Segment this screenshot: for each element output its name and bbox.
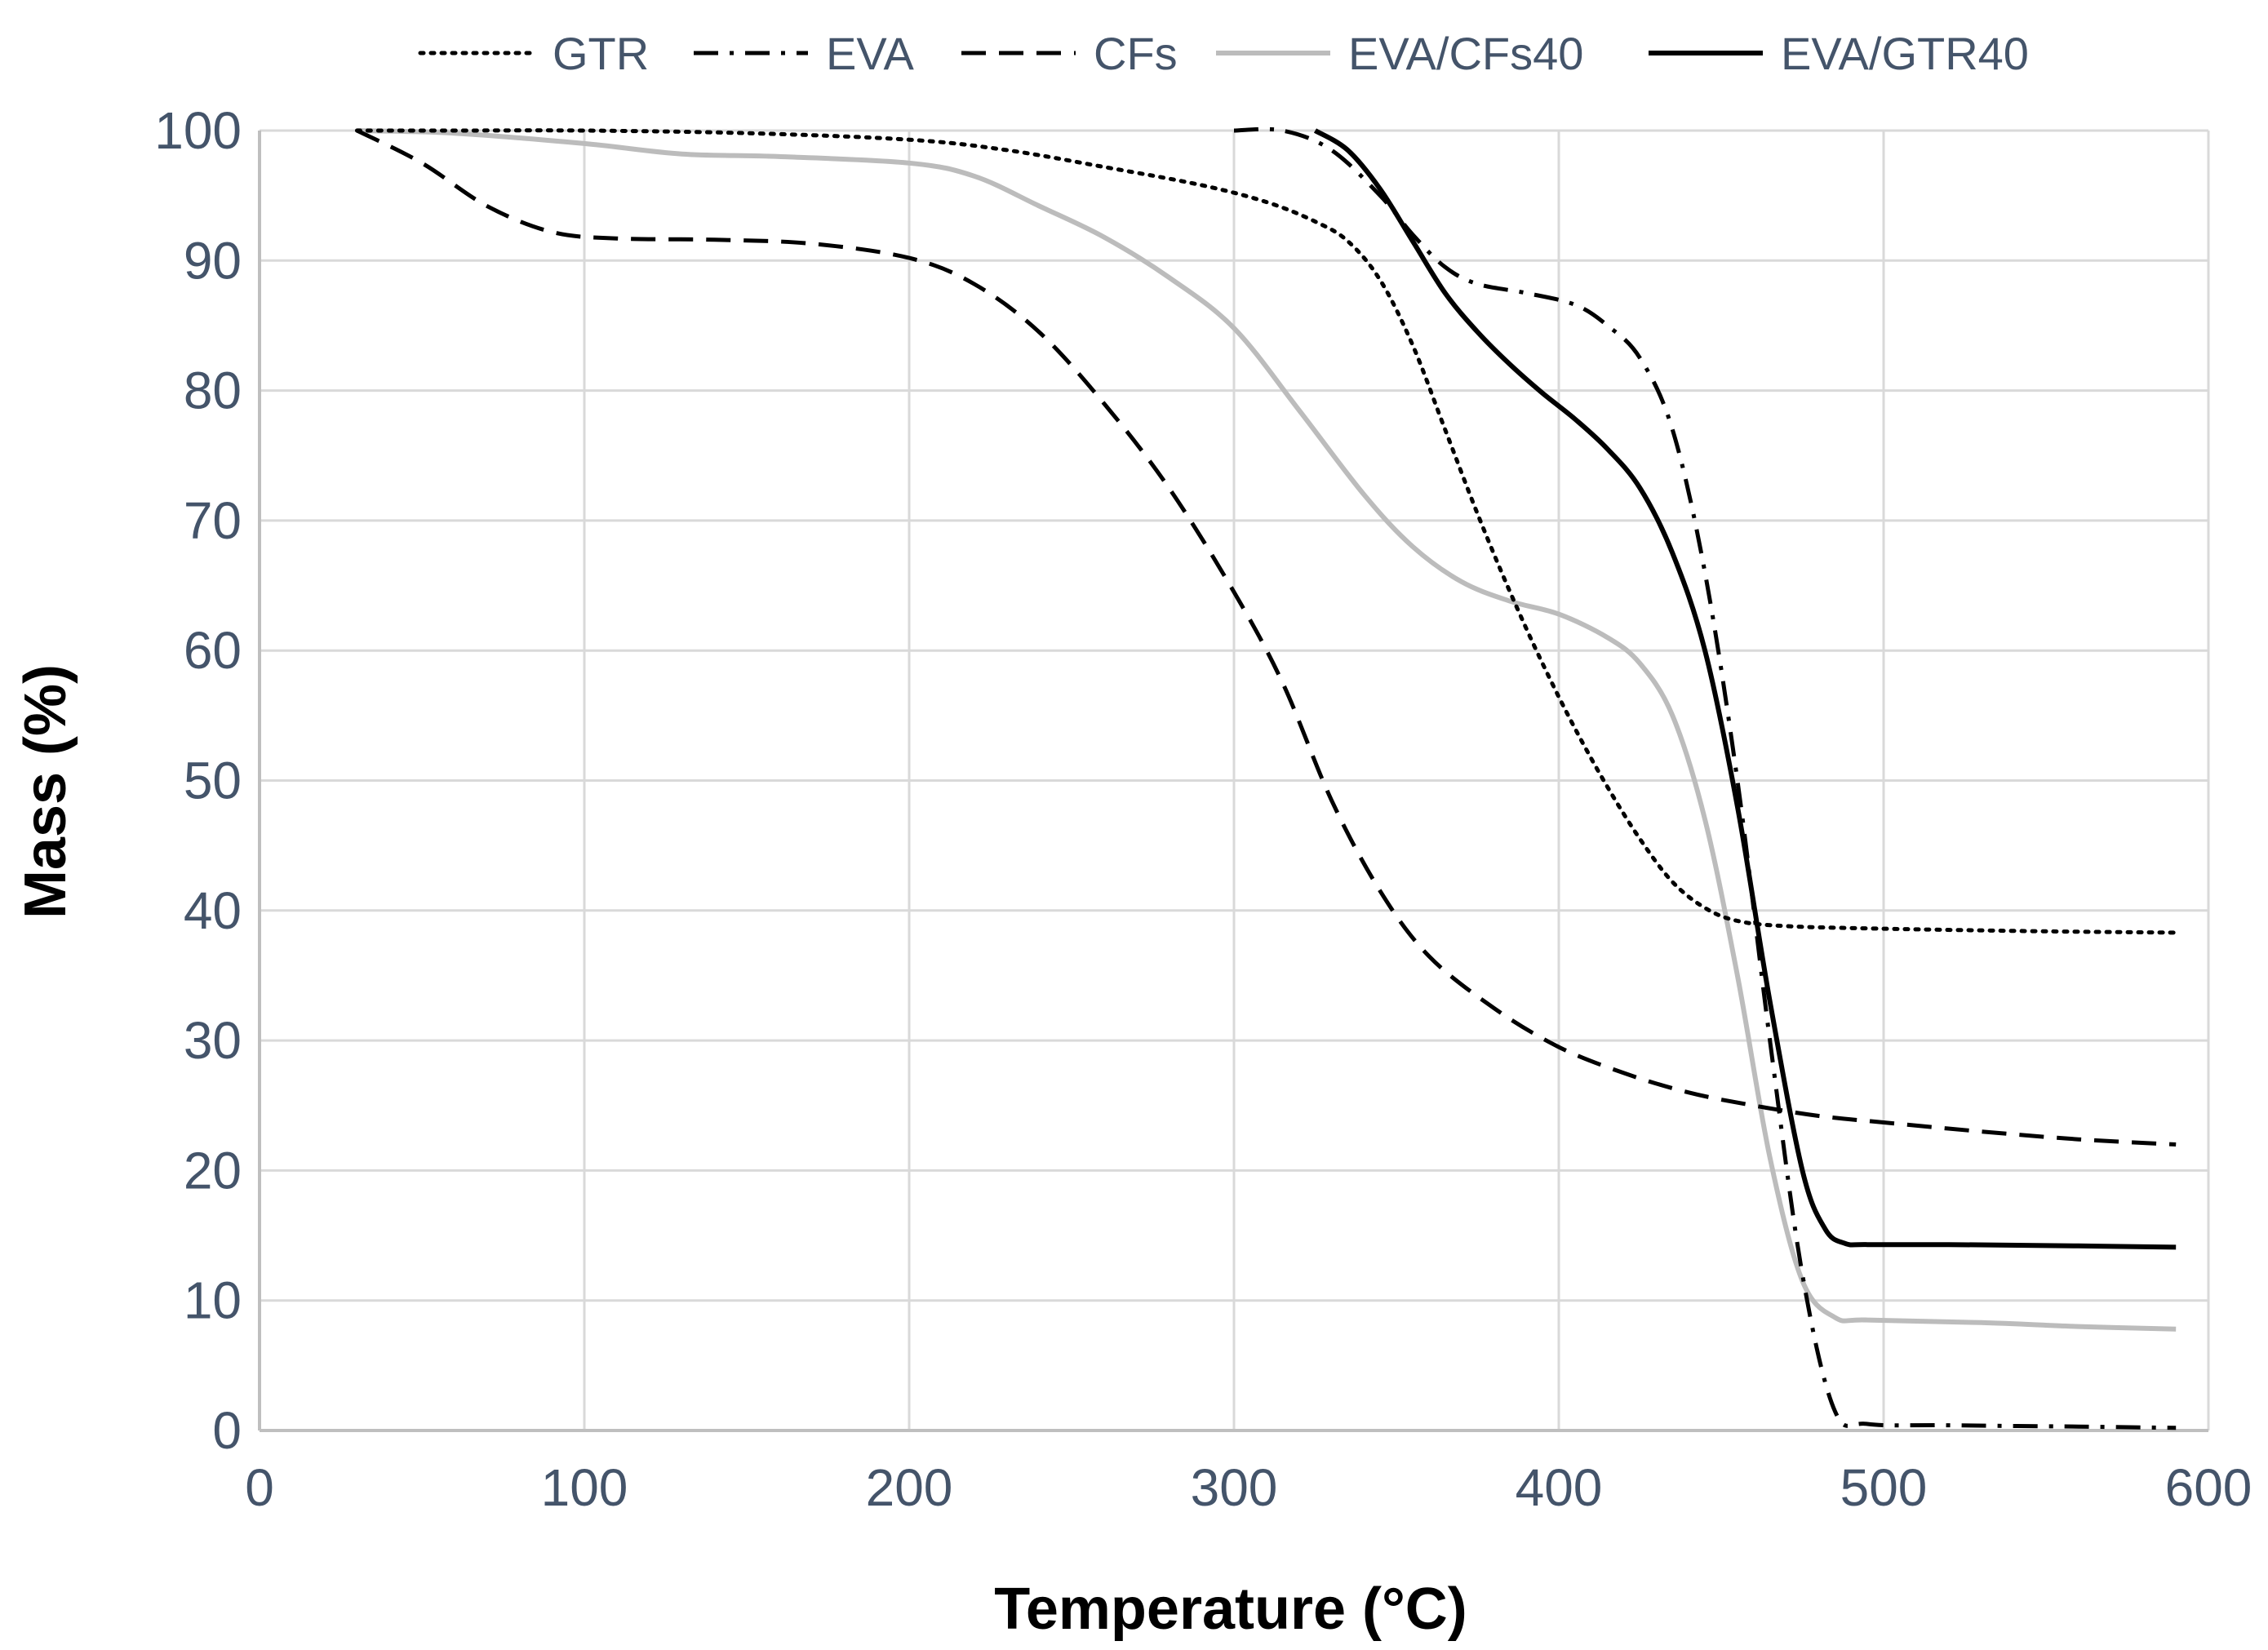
y-tick-label: 40: [184, 881, 242, 940]
x-tick-label: 300: [1191, 1458, 1278, 1517]
x-tick-label: 400: [1516, 1458, 1603, 1517]
series-line-eva: [1233, 126, 2177, 1430]
y-tick-label: 90: [184, 231, 242, 290]
gridlines: [260, 129, 2210, 1430]
series-line-eva-cfs40: [357, 128, 2177, 1332]
x-tick-label: 0: [245, 1458, 274, 1517]
data-series: [354, 126, 2178, 1430]
legend-label: EVA/CFs40: [1348, 28, 1583, 79]
series-line-cfs: [356, 128, 2177, 1147]
series-line-eva-gtr40: [1313, 128, 2177, 1250]
legend: GTR EVA CFs EVA/CFs40 EVA/GTR40: [418, 28, 2029, 79]
y-tick-label: 10: [184, 1271, 242, 1330]
legend-label: CFs: [1094, 28, 1178, 79]
x-tick-label: 100: [541, 1458, 628, 1517]
y-tick-label: 20: [184, 1141, 242, 1200]
legend-label: EVA/GTR40: [1781, 28, 2029, 79]
x-tick-label: 600: [2165, 1458, 2252, 1517]
legend-label: GTR: [553, 28, 649, 79]
y-tick-label: 80: [184, 361, 242, 420]
y-tick-label: 30: [184, 1011, 242, 1070]
x-axis-title: Temperature (°C): [994, 1577, 1467, 1642]
y-axis-title: Mass (%): [13, 664, 78, 919]
y-tick-label: 100: [154, 101, 242, 160]
series-line-gtr: [354, 128, 2178, 935]
y-tick-label: 70: [184, 491, 242, 550]
x-tick-label: 200: [866, 1458, 953, 1517]
y-tick-label: 50: [184, 752, 242, 810]
x-tick-label: 500: [1840, 1458, 1928, 1517]
y-tick-label: 60: [184, 621, 242, 680]
legend-label: EVA: [826, 28, 915, 79]
axes: 0 10 20 30 40 50 60 70 80 90 100 0 100 200 300 400 500 60…: [154, 101, 2252, 1517]
y-tick-label: 0: [212, 1401, 242, 1460]
